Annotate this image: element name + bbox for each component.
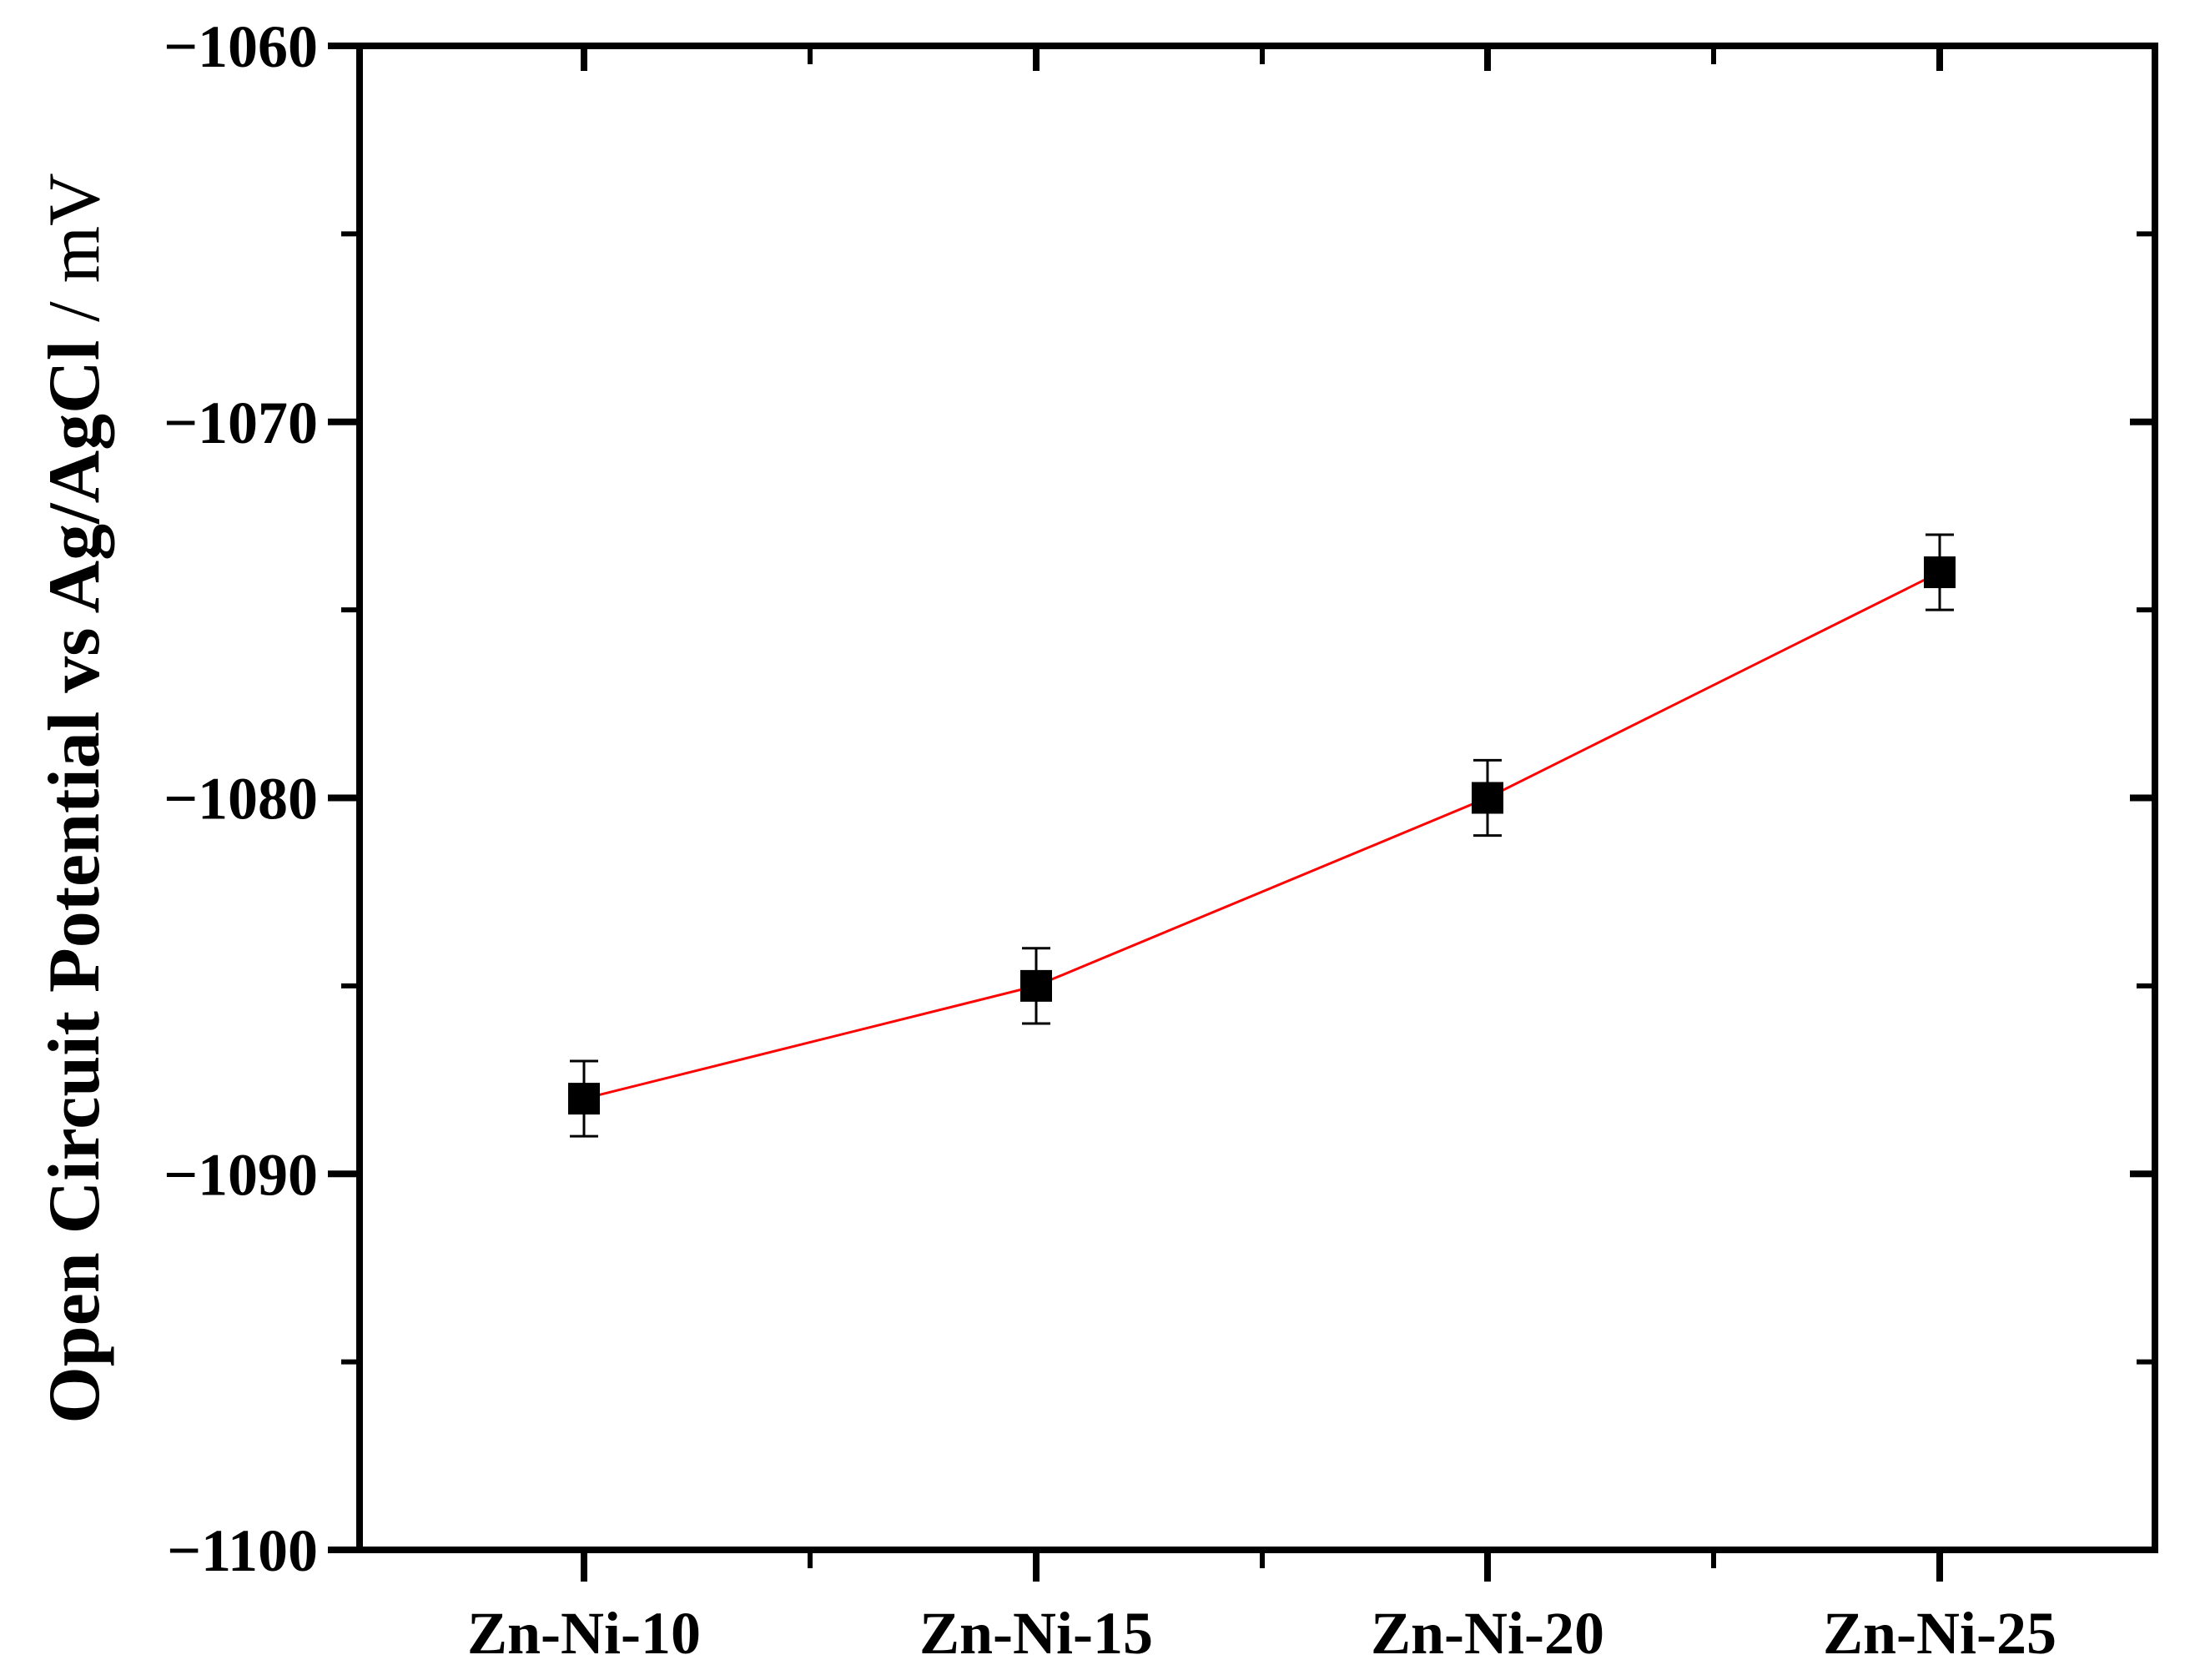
series-line xyxy=(583,571,1941,1100)
x-tick-label: Zn-Ni-10 xyxy=(467,1600,701,1667)
data-point-marker xyxy=(1472,782,1503,814)
data-point-marker xyxy=(1020,969,1052,1002)
data-point-marker xyxy=(1924,556,1956,589)
series-layer xyxy=(568,533,1956,1138)
y-tick-label: −1070 xyxy=(164,390,318,456)
x-tick-label: Zn-Ni-15 xyxy=(919,1600,1153,1667)
y-tick-labels: −1100 −1090 −1080 −1070 −1060 xyxy=(164,13,318,1584)
data-point-marker xyxy=(568,1083,600,1115)
major-ticks xyxy=(328,43,2155,1582)
y-tick-label: −1060 xyxy=(164,13,318,80)
y-tick-label: −1080 xyxy=(164,766,318,832)
x-tick-label: Zn-Ni-20 xyxy=(1371,1600,1604,1667)
y-axis-title-main: Open Circuit Potential vs Ag/AgCl xyxy=(34,340,115,1424)
plot-frame xyxy=(356,43,2158,1553)
x-tick-label: Zn-Ni-25 xyxy=(1823,1600,2056,1667)
x-tick-labels: Zn-Ni-10 Zn-Ni-15 Zn-Ni-20 Zn-Ni-25 xyxy=(467,1600,2056,1667)
minor-ticks xyxy=(341,46,2155,1568)
y-axis-title: Open Circuit Potential vs Ag/AgCl / mV xyxy=(34,173,115,1423)
y-tick-label: −1100 xyxy=(167,1517,318,1584)
y-axis-title-unit: / mV xyxy=(34,173,115,340)
y-tick-label: −1090 xyxy=(164,1141,318,1208)
